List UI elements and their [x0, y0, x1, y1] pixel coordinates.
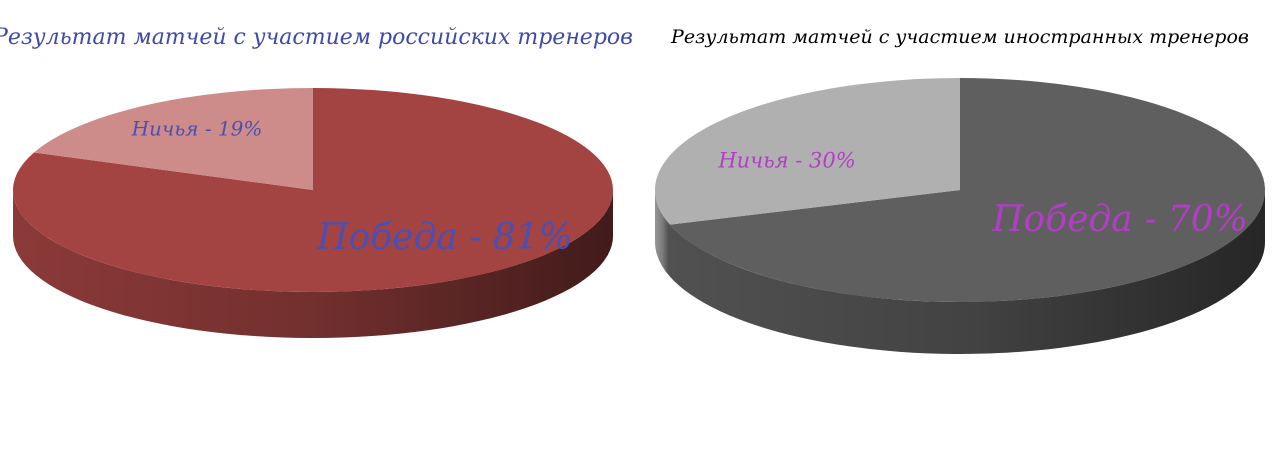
- side-shade: [655, 190, 670, 277]
- data-label: Ничья - 19%: [131, 117, 263, 141]
- chart-title: Результат матчей с участием российских т…: [0, 25, 633, 50]
- data-label: Ничья - 30%: [717, 149, 855, 173]
- slice: [12, 88, 614, 292]
- data-label: Победа - 81%: [316, 217, 573, 258]
- chart-title: Результат матчей с участием иностранных …: [670, 26, 1249, 48]
- slice: [669, 78, 1265, 302]
- data-label: Победа - 70%: [991, 199, 1248, 240]
- slice: [654, 78, 960, 225]
- side-shade: [13, 190, 613, 338]
- side-shade: [669, 190, 1265, 355]
- slice: [34, 88, 314, 190]
